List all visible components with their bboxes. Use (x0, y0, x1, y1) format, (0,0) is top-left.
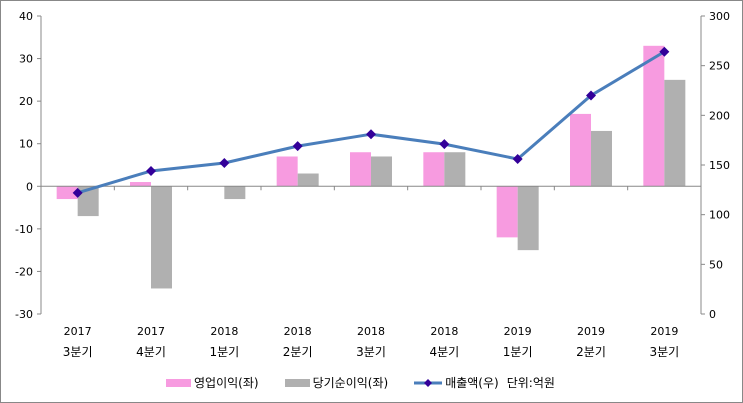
bar-operating-profit (423, 152, 445, 187)
legend-swatch (166, 378, 191, 387)
revenue-marker (512, 154, 523, 165)
category-quarter-label: 1분기 (503, 345, 533, 359)
bar-net-income (517, 186, 539, 251)
left-tick-label: -20 (15, 265, 33, 278)
bar-operating-profit (56, 186, 78, 200)
left-tick-label: -30 (15, 308, 33, 321)
bar-operating-profit (350, 152, 371, 187)
category-year-label: 2019 (650, 325, 678, 338)
revenue-marker (292, 141, 303, 152)
bar-net-income (151, 186, 172, 289)
legend: 영업이익(좌) 당기순이익(좌) 매출액(우) 단위:억원 (166, 374, 555, 391)
legend-label: 매출액(우) (445, 376, 499, 390)
left-tick-label: 10 (19, 138, 33, 151)
bar-operating-profit (130, 182, 151, 187)
left-tick-label: -10 (15, 223, 33, 236)
category-quarter-label: 2분기 (576, 345, 606, 359)
category-quarter-label: 4분기 (429, 345, 459, 359)
revenue-marker (146, 165, 156, 176)
right-tick-label: 300 (709, 10, 730, 23)
revenue-marker (366, 129, 376, 140)
left-tick-label: 30 (19, 53, 33, 66)
revenue-marker (219, 158, 230, 169)
category-quarter-label: 3분기 (63, 345, 93, 359)
legend-label: 당기순이익(좌) (312, 376, 389, 390)
legend-line-swatch (414, 378, 443, 387)
category-year-label: 2019 (577, 325, 605, 338)
category-year-label: 2018 (210, 325, 238, 338)
legend-swatch (284, 378, 310, 387)
legend-item-operating-profit: 영업이익(좌) (166, 374, 259, 391)
category-year-label: 2018 (430, 325, 458, 338)
revenue-marker (439, 139, 450, 150)
right-tick-label: 150 (709, 159, 730, 172)
category-year-label: 2019 (504, 325, 532, 338)
revenue-marker (586, 90, 596, 101)
category-year-label: 2017 (64, 325, 92, 338)
right-tick-label: 100 (709, 209, 730, 222)
legend-item-net-income: 당기순이익(좌) (284, 374, 389, 391)
category-quarter-label: 2분기 (283, 345, 313, 359)
category-quarter-label: 3분기 (649, 345, 679, 359)
category-quarter-label: 3분기 (356, 345, 386, 359)
category-year-label: 2017 (137, 325, 165, 338)
bar-net-income (224, 186, 246, 200)
category-year-label: 2018 (284, 325, 312, 338)
bar-net-income (444, 152, 466, 187)
bar-net-income (297, 173, 319, 187)
bar-operating-profit (643, 45, 665, 187)
legend-item-revenue: 매출액(우) (414, 374, 499, 391)
right-tick-label: 250 (709, 60, 730, 73)
category-quarter-label: 4분기 (136, 345, 166, 359)
right-tick-label: 50 (709, 258, 723, 271)
bar-operating-profit (276, 156, 298, 187)
right-tick-label: 0 (709, 308, 716, 321)
revenue-marker (72, 187, 83, 198)
category-year-label: 2018 (357, 325, 385, 338)
revenue-marker (659, 46, 670, 57)
left-tick-label: 40 (19, 10, 33, 23)
left-tick-label: 20 (19, 95, 33, 108)
right-tick-label: 200 (709, 109, 730, 122)
bar-net-income (591, 130, 612, 187)
bar-net-income (664, 79, 686, 187)
bar-net-income (371, 156, 392, 187)
left-tick-label: 0 (26, 180, 33, 193)
bar-net-income (77, 186, 99, 217)
bar-operating-profit (496, 186, 518, 238)
legend-label: 영업이익(좌) (194, 376, 259, 390)
unit-note: 단위:억원 (506, 376, 555, 390)
category-quarter-label: 1분기 (209, 345, 239, 359)
bar-operating-profit (570, 113, 591, 187)
